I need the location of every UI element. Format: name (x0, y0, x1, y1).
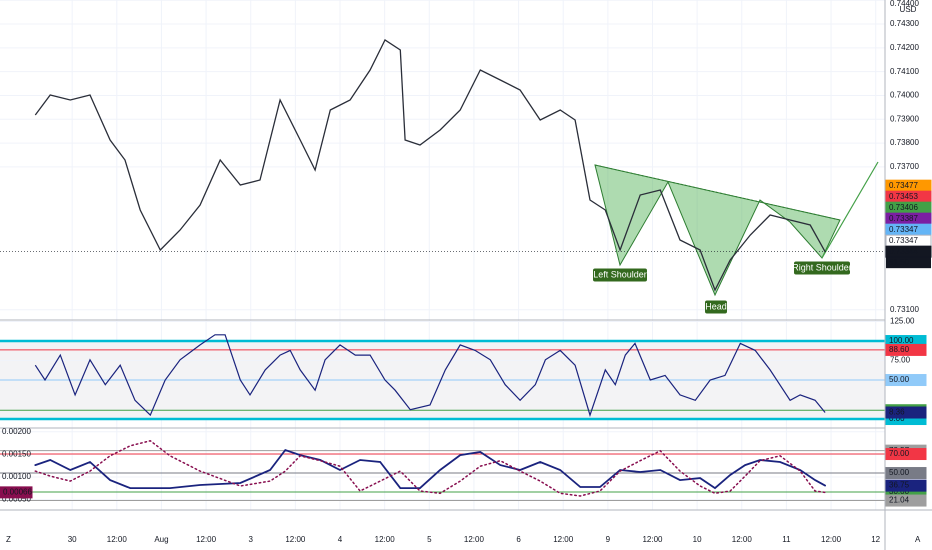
right-button[interactable]: A (915, 535, 921, 544)
y-tick-label: 0.73800 (890, 138, 919, 147)
level-label-box (885, 448, 927, 461)
level-label: 70.00 (889, 449, 910, 458)
x-tick-label: 11 (782, 535, 791, 544)
countdown: 51:50 (889, 258, 910, 267)
y-tick-label: 0.73100 (890, 305, 919, 314)
x-tick-label: 12:00 (821, 535, 842, 544)
last-price-label: 0.73344 (889, 247, 918, 256)
x-tick-label: 12:00 (464, 535, 485, 544)
y-tick-label: 75.00 (890, 356, 911, 365)
price-label: 0.73453 (889, 192, 918, 201)
projection-line (821, 161, 879, 259)
level-label-box (885, 343, 927, 356)
price-label: 0.73477 (889, 181, 918, 190)
x-tick-label: 10 (693, 535, 702, 544)
x-tick-label: 12:00 (196, 535, 217, 544)
annotation-box (593, 268, 647, 282)
y-tick-label: 0.74400 (890, 0, 919, 8)
level-label: 30.00 (889, 487, 910, 496)
price-line (34, 39, 826, 292)
y-tick-label: 0.00150 (2, 450, 31, 459)
level-label-box (885, 374, 927, 387)
y-tick-label: 0.00200 (2, 427, 31, 436)
level-label: 50.00 (889, 468, 910, 477)
level-label: 50.00 (889, 375, 910, 384)
level-label: 21.04 (889, 496, 910, 505)
annotation-box (794, 261, 850, 275)
price-label: 0.73406 (889, 203, 918, 212)
level-label: 88.60 (889, 345, 910, 354)
y-tick-label: 125.00 (890, 317, 915, 326)
x-tick-label: 9 (606, 535, 611, 544)
x-tick-label: 12:00 (375, 535, 396, 544)
level-label-box (885, 467, 927, 480)
x-tick-label: 12:00 (732, 535, 753, 544)
x-tick-label: 12:00 (285, 535, 306, 544)
x-tick-label: 30 (68, 535, 77, 544)
series-last-label-box (0, 486, 33, 499)
annotation: Right Shoulder (792, 262, 852, 272)
left-button[interactable]: Z (6, 535, 11, 544)
annotation: Head (705, 301, 727, 311)
series-last-label-box (885, 479, 927, 492)
x-tick-label: 5 (427, 535, 432, 544)
y-tick-label: 0.74300 (890, 19, 919, 28)
x-tick-label: 12:00 (642, 535, 663, 544)
x-tick-label: 12 (871, 535, 880, 544)
x-tick-label: Aug (154, 535, 168, 544)
y-tick-label: 0.73700 (890, 162, 919, 171)
price-label: 0.73347 (889, 225, 918, 234)
y-tick-label: 0.74000 (890, 91, 919, 100)
x-tick-label: 3 (249, 535, 254, 544)
annotation-box (705, 300, 727, 314)
series-line (34, 439, 826, 497)
series-last-label: 36.75 (889, 481, 910, 490)
y-tick-label: 0.00100 (2, 472, 31, 481)
price-line (34, 334, 826, 418)
neckline (594, 164, 841, 221)
last-value-label: 8.36 (889, 408, 905, 417)
unit-label: USD (900, 5, 917, 14)
x-tick-label: 12:00 (107, 535, 128, 544)
annotation: Left Shoulder (593, 269, 647, 279)
y-tick-label: 0.00050 (2, 495, 31, 504)
y-tick-label: 0.74200 (890, 43, 919, 52)
x-tick-label: 6 (516, 535, 521, 544)
plot: Left Shoulder Head Right Shoulder (0, 39, 885, 502)
x-tick-label: 4 (338, 535, 343, 544)
pattern-shape (594, 164, 841, 297)
series-line (34, 448, 826, 490)
level-label: 0.00 (889, 414, 905, 423)
countdown-box (886, 257, 931, 269)
x-tick-label: 12:00 (553, 535, 574, 544)
price-label: 0.73387 (889, 214, 918, 223)
last-value-label-box (885, 406, 927, 419)
y-tick-label: 0.73900 (890, 114, 919, 123)
level-label-box (885, 494, 927, 507)
price-label: 0.73347 (889, 236, 918, 245)
series-last-label: 0.00066 (3, 487, 32, 496)
level-label: 100.00 (889, 336, 914, 345)
y-tick-label: 0.74100 (890, 67, 919, 76)
